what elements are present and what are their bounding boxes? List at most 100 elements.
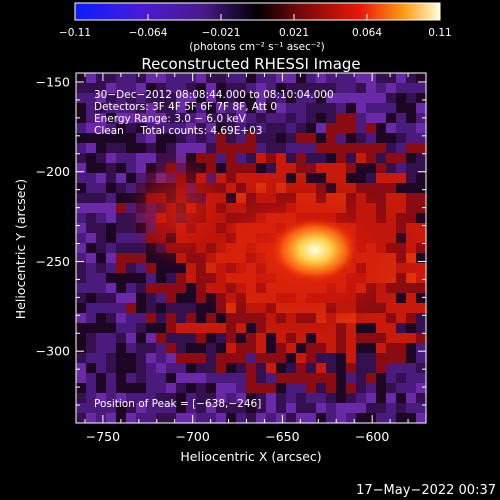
image-cell [406, 103, 416, 113]
image-cell [246, 73, 256, 83]
image-cell [86, 393, 96, 403]
image-cell [376, 183, 386, 193]
image-cell [106, 243, 116, 253]
image-cell [106, 173, 116, 183]
image-cell [176, 313, 186, 323]
image-cell [166, 323, 176, 333]
image-cell [406, 173, 416, 183]
image-cell [106, 233, 116, 243]
image-cell [96, 173, 106, 183]
image-cell [146, 153, 156, 163]
image-cell [126, 353, 136, 363]
image-cell [76, 193, 86, 203]
image-cell [116, 83, 126, 93]
image-cell [246, 393, 256, 403]
image-cell [236, 163, 246, 173]
image-cell [116, 143, 126, 153]
image-cell [416, 263, 426, 273]
image-cell [196, 403, 206, 413]
image-cell [206, 413, 216, 423]
image-cell [396, 163, 406, 173]
image-cell [376, 73, 386, 83]
image-cell [136, 293, 146, 303]
image-cell [326, 123, 336, 133]
image-cell [106, 133, 116, 143]
image-cell [176, 293, 186, 303]
image-cell [116, 123, 126, 133]
image-cell [316, 93, 326, 103]
image-cell [266, 393, 276, 403]
image-cell [126, 273, 136, 283]
image-cell [226, 143, 236, 153]
image-cell [146, 293, 156, 303]
image-cell [286, 343, 296, 353]
image-cell [136, 313, 146, 323]
image-cell [166, 133, 176, 143]
image-cell [386, 403, 396, 413]
image-plot-area [76, 73, 426, 423]
image-cell [266, 163, 276, 173]
image-cell [76, 83, 86, 93]
image-cell [256, 113, 266, 123]
image-cell [276, 133, 286, 143]
image-cell [256, 363, 266, 373]
image-cell [296, 383, 306, 393]
image-cell [96, 403, 106, 413]
image-cell [406, 303, 416, 313]
image-cell [316, 163, 326, 173]
image-cell [316, 363, 326, 373]
image-cell [116, 293, 126, 303]
image-cell [396, 403, 406, 413]
image-cell [86, 133, 96, 143]
image-cell [106, 193, 116, 203]
image-cell [326, 83, 336, 93]
image-cell [406, 293, 416, 303]
image-cell [246, 353, 256, 363]
image-cell [76, 143, 86, 153]
image-cell [226, 383, 236, 393]
image-cell [376, 353, 386, 363]
image-cell [156, 133, 166, 143]
image-cell [356, 83, 366, 93]
image-cell [386, 363, 396, 373]
image-cell [326, 163, 336, 173]
image-cell [216, 323, 226, 333]
image-cell [306, 383, 316, 393]
image-cell [96, 233, 106, 243]
image-cell [206, 383, 216, 393]
image-cell [116, 213, 126, 223]
image-cell [376, 103, 386, 113]
image-cell [416, 103, 426, 113]
image-cell [226, 343, 236, 353]
image-cell [86, 233, 96, 243]
image-cell [316, 83, 326, 93]
image-cell [96, 303, 106, 313]
image-cell [216, 343, 226, 353]
image-cell [396, 383, 406, 393]
image-cell [216, 113, 226, 123]
image-cell [156, 363, 166, 373]
image-cell [316, 353, 326, 363]
image-cell [326, 353, 336, 363]
image-cell [136, 353, 146, 363]
image-cell [166, 73, 176, 83]
image-cell [106, 73, 116, 83]
image-cell [316, 113, 326, 123]
image-cell [76, 303, 86, 313]
image-cell [206, 113, 216, 123]
image-cell [346, 323, 356, 333]
image-cell [296, 73, 306, 83]
image-cell [396, 93, 406, 103]
image-cell [276, 333, 286, 343]
image-cell [286, 363, 296, 373]
image-cell [126, 323, 136, 333]
image-cell [166, 343, 176, 353]
image-cell [186, 73, 196, 83]
image-cell [76, 343, 86, 353]
image-cell [236, 353, 246, 363]
image-cell [106, 273, 116, 283]
image-cell [146, 303, 156, 313]
image-cell [376, 313, 386, 323]
image-cell [366, 393, 376, 403]
image-cell [76, 293, 86, 303]
